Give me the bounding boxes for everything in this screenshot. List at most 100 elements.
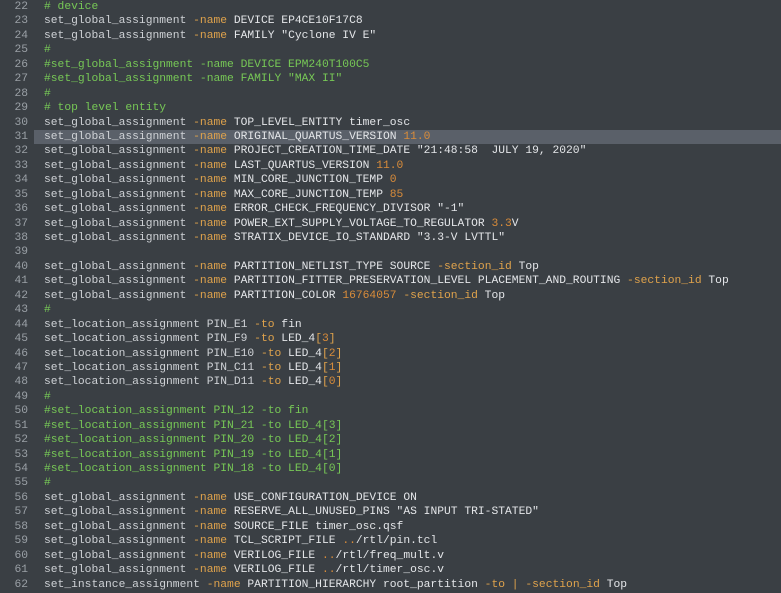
- token-comment: #set_location_assignment PIN_12 -to fin: [44, 405, 308, 417]
- line-number: 30: [4, 116, 28, 130]
- token-default: set_global_assignment: [44, 203, 193, 215]
- line-number: 25: [4, 43, 28, 57]
- token-comment: # top level entity: [44, 102, 166, 114]
- token-comment: #set_location_assignment PIN_21 -to LED_…: [44, 420, 342, 432]
- line-number: 31: [4, 130, 28, 144]
- token-default: set_location_assignment PIN_D11: [44, 376, 261, 388]
- code-line[interactable]: set_global_assignment -name POWER_EXT_SU…: [44, 217, 781, 231]
- token-flag: ]: [336, 348, 343, 360]
- token-comment: #set_location_assignment PIN_18 -to LED_…: [44, 463, 342, 475]
- code-line[interactable]: set_global_assignment -name DEVICE EP4CE…: [44, 14, 781, 28]
- code-line[interactable]: set_global_assignment -name LAST_QUARTUS…: [44, 159, 781, 173]
- code-line[interactable]: #: [44, 87, 781, 101]
- token-flag: -name: [193, 189, 227, 201]
- code-line[interactable]: set_global_assignment -name PARTITION_CO…: [44, 289, 781, 303]
- token-default: set_global_assignment: [44, 506, 193, 518]
- code-line[interactable]: set_global_assignment -name ORIGINAL_QUA…: [34, 130, 781, 144]
- token-default: set_instance_assignment: [44, 579, 207, 591]
- code-line[interactable]: set_global_assignment -name ERROR_CHECK_…: [44, 202, 781, 216]
- token-ident: fin: [275, 319, 302, 331]
- token-number: 11.0: [403, 131, 430, 143]
- token-ident: TOP_LEVEL_ENTITY timer_osc: [227, 117, 410, 129]
- code-line[interactable]: set_instance_assignment -name PARTITION_…: [44, 578, 781, 592]
- code-line[interactable]: #set_location_assignment PIN_18 -to LED_…: [44, 462, 781, 476]
- line-number: 32: [4, 144, 28, 158]
- code-area[interactable]: # deviceset_global_assignment -name DEVI…: [34, 0, 781, 593]
- line-number: 36: [4, 202, 28, 216]
- token-number: 2: [329, 348, 336, 360]
- token-default: set_global_assignment: [44, 535, 193, 547]
- code-line[interactable]: set_global_assignment -name VERILOG_FILE…: [44, 563, 781, 577]
- code-line[interactable]: set_global_assignment -name MIN_CORE_JUN…: [44, 173, 781, 187]
- code-line[interactable]: [44, 245, 781, 259]
- token-ident: MIN_CORE_JUNCTION_TEMP: [227, 174, 390, 186]
- line-number: 35: [4, 188, 28, 202]
- token-flag: [: [322, 348, 329, 360]
- token-flag: -to: [261, 376, 281, 388]
- token-default: set_global_assignment: [44, 131, 193, 143]
- code-line[interactable]: set_global_assignment -name PROJECT_CREA…: [44, 144, 781, 158]
- code-line[interactable]: # top level entity: [44, 101, 781, 115]
- code-line[interactable]: set_global_assignment -name TCL_SCRIPT_F…: [44, 534, 781, 548]
- code-line[interactable]: set_location_assignment PIN_D11 -to LED_…: [44, 375, 781, 389]
- token-default: set_global_assignment: [44, 15, 193, 27]
- line-number: 56: [4, 491, 28, 505]
- line-number: 59: [4, 534, 28, 548]
- token-flag: -name: [193, 131, 227, 143]
- line-number: 23: [4, 14, 28, 28]
- token-flag: -name: [193, 290, 227, 302]
- token-flag: [: [322, 376, 329, 388]
- token-flag: -name: [193, 30, 227, 42]
- token-flag: -name: [193, 174, 227, 186]
- code-line[interactable]: # device: [44, 0, 781, 14]
- code-line[interactable]: set_global_assignment -name MAX_CORE_JUN…: [44, 188, 781, 202]
- token-number: 0: [390, 174, 397, 186]
- code-line[interactable]: set_location_assignment PIN_E10 -to LED_…: [44, 347, 781, 361]
- code-line[interactable]: #set_global_assignment -name FAMILY "MAX…: [44, 72, 781, 86]
- token-ident: PARTITION_FITTER_PRESERVATION_LEVEL PLAC…: [227, 275, 627, 287]
- code-line[interactable]: #set_location_assignment PIN_21 -to LED_…: [44, 419, 781, 433]
- token-default: set_global_assignment: [44, 145, 193, 157]
- token-flag: -name: [193, 275, 227, 287]
- code-line[interactable]: #set_location_assignment PIN_19 -to LED_…: [44, 448, 781, 462]
- code-line[interactable]: set_location_assignment PIN_E1 -to fin: [44, 318, 781, 332]
- code-line[interactable]: #: [44, 390, 781, 404]
- token-default: set_global_assignment: [44, 30, 193, 42]
- line-number: 33: [4, 159, 28, 173]
- token-ident: LED_4: [281, 362, 322, 374]
- code-line[interactable]: set_global_assignment -name TOP_LEVEL_EN…: [44, 116, 781, 130]
- code-line[interactable]: set_global_assignment -name VERILOG_FILE…: [44, 549, 781, 563]
- code-editor[interactable]: 2223242526272829303132333435363738394041…: [0, 0, 781, 593]
- code-line[interactable]: set_global_assignment -name PARTITION_NE…: [44, 260, 781, 274]
- token-comment: #: [44, 44, 51, 56]
- code-line[interactable]: #set_location_assignment PIN_20 -to LED_…: [44, 433, 781, 447]
- token-default: set_global_assignment: [44, 117, 193, 129]
- line-number: 45: [4, 332, 28, 346]
- code-line[interactable]: set_global_assignment -name RESERVE_ALL_…: [44, 505, 781, 519]
- code-line[interactable]: #set_global_assignment -name DEVICE EPM2…: [44, 58, 781, 72]
- code-line[interactable]: #: [44, 43, 781, 57]
- code-line[interactable]: set_global_assignment -name USE_CONFIGUR…: [44, 491, 781, 505]
- line-number: 40: [4, 260, 28, 274]
- code-line[interactable]: #: [44, 303, 781, 317]
- line-number: 24: [4, 29, 28, 43]
- code-line[interactable]: #: [44, 476, 781, 490]
- token-number: 16764057: [342, 290, 396, 302]
- code-line[interactable]: set_global_assignment -name SOURCE_FILE …: [44, 520, 781, 534]
- line-number: 29: [4, 101, 28, 115]
- token-flag: -section_id: [403, 290, 478, 302]
- token-default: set_global_assignment: [44, 550, 193, 562]
- token-comment: # device: [44, 1, 98, 13]
- token-ident: VERILOG_FILE: [227, 564, 322, 576]
- token-ident: V: [512, 218, 519, 230]
- token-ident: USE_CONFIGURATION_DEVICE ON: [227, 492, 417, 504]
- token-flag: -to: [254, 319, 274, 331]
- code-line[interactable]: set_location_assignment PIN_F9 -to LED_4…: [44, 332, 781, 346]
- code-line[interactable]: set_global_assignment -name STRATIX_DEVI…: [44, 231, 781, 245]
- code-line[interactable]: set_global_assignment -name FAMILY "Cycl…: [44, 29, 781, 43]
- code-line[interactable]: #set_location_assignment PIN_12 -to fin: [44, 404, 781, 418]
- token-ident: STRATIX_DEVICE_IO_STANDARD "3.3-V LVTTL": [227, 232, 505, 244]
- token-flag: -name: [193, 506, 227, 518]
- code-line[interactable]: set_location_assignment PIN_C11 -to LED_…: [44, 361, 781, 375]
- code-line[interactable]: set_global_assignment -name PARTITION_FI…: [44, 274, 781, 288]
